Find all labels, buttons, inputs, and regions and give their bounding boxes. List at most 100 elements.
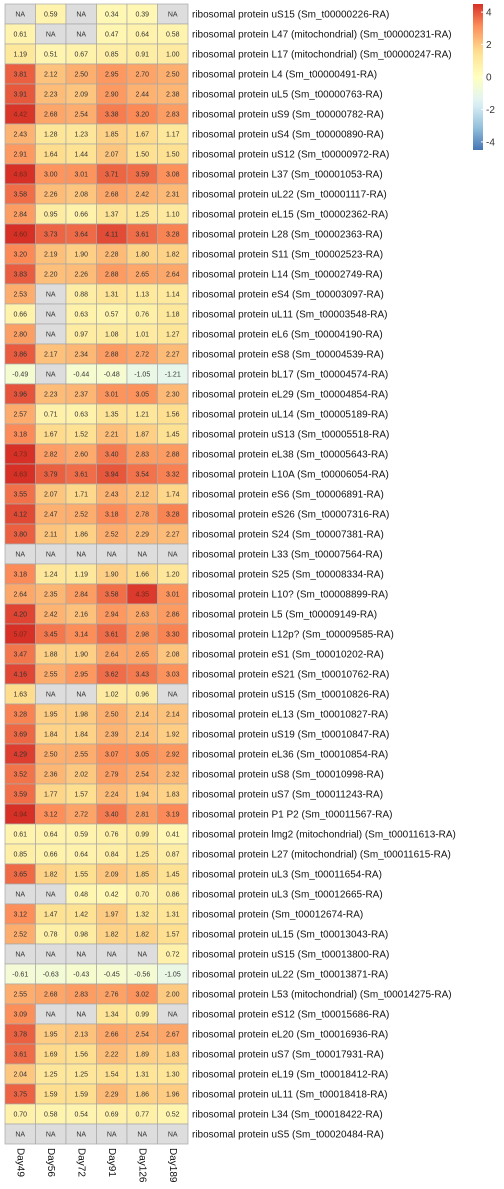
cell-value-label: 2.32 [166, 772, 180, 779]
cell-value-label: 4.12 [13, 512, 27, 519]
cell-value-label: 1.52 [74, 432, 88, 439]
cell-value-label: 0.58 [44, 1112, 58, 1119]
cell-value-label: 1.21 [135, 412, 149, 419]
cell-value-label: NA [137, 1132, 147, 1139]
cell-value-label: 1.85 [105, 132, 119, 139]
cell-value-label: 2.11 [44, 532, 57, 539]
cell-value-label: 2.44 [135, 92, 149, 99]
row-label: ribosomal protein eS26 (Sm_t00007316-RA) [192, 510, 389, 521]
row-label: ribosomal protein P1 P2 (Sm_t00011567-RA… [192, 810, 392, 821]
row-label: ribosomal protein (Sm_t00012674-RA) [192, 910, 363, 921]
cell-value-label: 2.60 [74, 452, 88, 459]
cell-value-label: -0.45 [104, 972, 120, 979]
cell-value-label: 2.22 [105, 1052, 119, 1059]
column-labels: Day49 Day56 Day72 Day91 Day126 Day189 [14, 1148, 178, 1183]
cell-value-label: NA [15, 552, 25, 559]
cell-value-label: 3.01 [74, 172, 88, 179]
cell-value-label: 2.28 [105, 252, 119, 259]
cell-value-label: 3.52 [13, 772, 27, 779]
cell-value-label: 0.99 [135, 832, 149, 839]
cell-value-label: 1.89 [135, 1052, 149, 1059]
row-label: ribosomal protein uS4 (Sm_t00000890-RA) [192, 130, 384, 141]
cell-value-label: 3.73 [44, 232, 58, 239]
cell-value-label: NA [168, 1132, 178, 1139]
cell-value-label: 1.56 [74, 1052, 88, 1059]
cell-value-label: 0.54 [74, 1112, 88, 1119]
cell-value-label: 3.58 [105, 592, 119, 599]
cell-value-label: 0.42 [105, 892, 119, 899]
cell-value-label: 0.91 [135, 52, 149, 59]
cell-value-label: 2.88 [105, 272, 119, 279]
cell-value-label: 0.48 [74, 892, 88, 899]
cell-value-label: 1.90 [105, 572, 119, 579]
cell-value-label: 1.18 [166, 312, 180, 319]
row-label: ribosomal protein L10? (Sm_t00008899-RA) [192, 590, 388, 601]
cell-value-label: NA [76, 552, 86, 559]
row-label: ribosomal protein eS6 (Sm_t00006891-RA) [192, 490, 384, 501]
cell-value-label: 0.61 [13, 832, 27, 839]
cell-value-label: 2.83 [135, 452, 149, 459]
cell-value-label: 2.64 [166, 272, 180, 279]
cell-value-label: 1.28 [44, 132, 58, 139]
cell-value-label: 2.00 [166, 992, 180, 999]
cell-value-label: -1.05 [134, 372, 150, 379]
cell-value-label: 1.45 [166, 872, 180, 879]
cell-value-label: 0.64 [44, 832, 58, 839]
cell-value-label: 3.59 [13, 792, 27, 799]
cell-value-label: 3.18 [105, 512, 119, 519]
cell-value-label: 1.87 [135, 432, 149, 439]
cell-value-label: 3.75 [13, 1092, 27, 1099]
cell-value-label: 3.40 [105, 452, 119, 459]
legend-tick-label: -2 [486, 105, 495, 116]
cell-value-label: 2.02 [74, 772, 88, 779]
row-label: ribosomal protein L14 (Sm_t00002749-RA) [192, 270, 383, 281]
row-label: ribosomal protein L10A (Sm_t00006054-RA) [192, 470, 389, 481]
cell-value-label: 2.23 [44, 392, 58, 399]
cell-value-label: 3.14 [74, 632, 88, 639]
cell-value-label: 2.84 [13, 212, 27, 219]
cell-value-label: 1.97 [105, 912, 119, 919]
cell-value-label: 1.45 [166, 432, 180, 439]
cell-value-label: 2.36 [44, 772, 58, 779]
row-label: ribosomal protein L33 (Sm_t00007564-RA) [192, 550, 383, 561]
cell-value-label: 2.78 [135, 512, 149, 519]
cell-value-label: 2.20 [44, 272, 58, 279]
row-label: ribosomal protein uS5 (Sm_t00020484-RA) [192, 1130, 384, 1141]
cell-value-label: 3.65 [13, 872, 27, 879]
cell-value-label: 1.83 [166, 1052, 180, 1059]
cell-value-label: 2.17 [44, 352, 58, 359]
cell-value-label: 0.63 [74, 312, 88, 319]
cell-value-label: 1.34 [105, 1012, 119, 1019]
cell-value-label: 1.90 [74, 652, 88, 659]
cell-value-label: NA [107, 952, 117, 959]
cell-value-label: 3.40 [105, 812, 119, 819]
cell-value-label: 3.59 [135, 172, 149, 179]
cell-value-label: NA [46, 952, 56, 959]
cell-value-label: 4.63 [13, 472, 27, 479]
row-label: ribosomal protein bL17 (Sm_t00004574-RA) [192, 370, 388, 381]
cell-value-label: 3.18 [13, 572, 27, 579]
cell-value-label: 3.64 [74, 232, 88, 239]
cell-value-label: 0.64 [135, 32, 149, 39]
cell-value-label: 1.57 [166, 932, 180, 939]
cell-value-label: 2.54 [74, 112, 88, 119]
column-label: Day49 [14, 1148, 25, 1177]
cell-value-label: 1.19 [74, 572, 88, 579]
legend-tick-label: 4 [486, 8, 492, 19]
cell-value-label: -0.43 [73, 972, 89, 979]
row-label: ribosomal protein uS19 (Sm_t00010847-RA) [192, 730, 389, 741]
cell-value-label: 1.32 [135, 912, 149, 919]
row-label: ribosomal protein eS4 (Sm_t00003097-RA) [192, 290, 384, 301]
cell-value-label: 0.99 [135, 1012, 149, 1019]
cell-value-label: 2.42 [135, 192, 149, 199]
cell-value-label: 1.71 [74, 492, 88, 499]
cell-value-label: 0.70 [135, 892, 149, 899]
cell-value-label: 2.13 [74, 1032, 88, 1039]
cell-value-label: 1.57 [74, 792, 88, 799]
cell-value-label: 0.84 [105, 852, 119, 859]
cell-value-label: 1.25 [135, 212, 149, 219]
cell-value-label: 4.73 [13, 452, 27, 459]
column-label: Day126 [136, 1148, 147, 1183]
cell-value-label: 0.61 [13, 32, 27, 39]
heatmap-cells: NA 0.59 NA 0.34 0.39 NA 0.61 NA NA 0.47 0.64 0.58 1.… [4, 3, 189, 1145]
